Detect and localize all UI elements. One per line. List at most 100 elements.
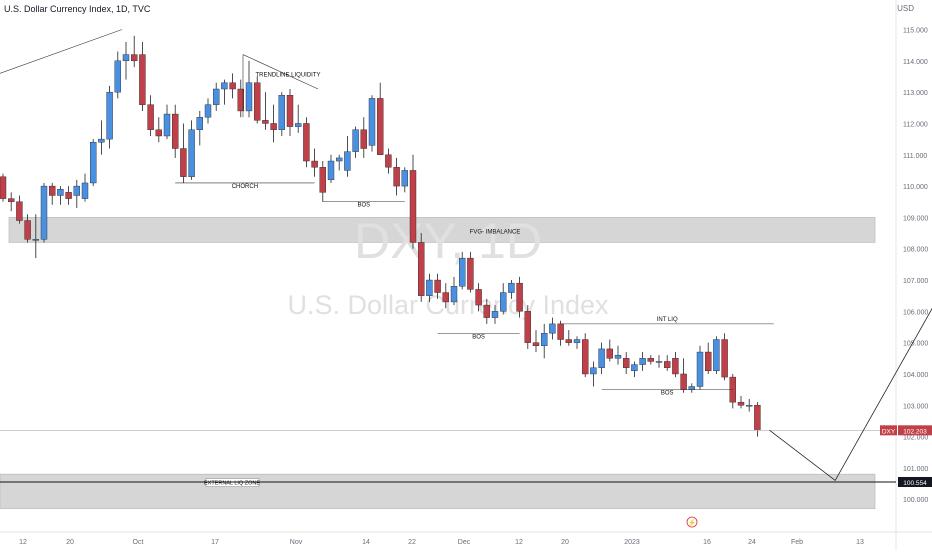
fvg-imbalance-zone bbox=[8, 217, 876, 243]
bull-candle bbox=[212, 88, 220, 105]
bull-candle bbox=[106, 91, 113, 140]
bull-candle bbox=[696, 351, 704, 387]
price-tag-symbol-box bbox=[880, 425, 897, 436]
bull-candle bbox=[352, 129, 359, 152]
event-flag-glyph: ⚡ bbox=[688, 518, 697, 527]
x-tick-label: 16 bbox=[703, 539, 711, 546]
x-tick-label: Feb bbox=[791, 539, 803, 546]
bull-candle bbox=[541, 333, 548, 346]
price-tag-value: 102.203 bbox=[903, 428, 927, 435]
x-tick-label: 17 bbox=[211, 539, 219, 546]
x-tick-label: Nov bbox=[290, 539, 303, 546]
bear-candle bbox=[737, 401, 745, 406]
bear-candle bbox=[237, 88, 245, 112]
bear-candle bbox=[377, 98, 384, 155]
bull-candle bbox=[98, 138, 105, 143]
bull-candle bbox=[221, 82, 228, 90]
x-tick-label: Oct bbox=[133, 539, 144, 546]
bear-candle bbox=[270, 123, 277, 130]
x-tick-label: 2023 bbox=[624, 539, 640, 546]
bull-candle bbox=[344, 151, 351, 171]
bear-candle bbox=[483, 304, 490, 318]
bear-candle bbox=[180, 148, 187, 177]
structure-label: BOS bbox=[661, 391, 674, 397]
bull-candle bbox=[73, 185, 81, 196]
bull-candle bbox=[368, 98, 376, 146]
bear-candle bbox=[155, 129, 163, 137]
bull-candle bbox=[204, 104, 212, 118]
y-tick-label: 114.000 bbox=[903, 59, 928, 66]
bear-candle bbox=[672, 358, 679, 375]
event-flag-icon bbox=[686, 516, 698, 528]
x-tick-label: 20 bbox=[561, 539, 569, 546]
bull-candle bbox=[196, 116, 204, 130]
price-tag-value-box bbox=[898, 425, 932, 436]
structure-label: CHORCH bbox=[232, 184, 258, 190]
trendline-upper bbox=[0, 29, 123, 74]
y-tick-label: 110.000 bbox=[903, 184, 928, 191]
bull-candle bbox=[32, 239, 39, 241]
x-tick-label: 13 bbox=[856, 539, 864, 546]
y-tick-label: 113.000 bbox=[903, 90, 928, 97]
bear-candle bbox=[286, 95, 294, 127]
bull-candle bbox=[590, 367, 597, 375]
bull-candle bbox=[81, 182, 89, 199]
bull-candle bbox=[573, 339, 581, 343]
bear-candle bbox=[16, 201, 23, 221]
y-tick-label: 107.000 bbox=[903, 278, 928, 285]
bear-candle bbox=[253, 82, 261, 121]
bear-candle bbox=[623, 358, 630, 368]
trendline-liquidity bbox=[242, 54, 319, 90]
bull-candle bbox=[327, 160, 335, 181]
price-tag-symbol: DXY bbox=[882, 428, 896, 435]
x-tick-label: 20 bbox=[66, 539, 74, 546]
y-tick-label: 103.000 bbox=[903, 403, 928, 410]
bear-candle bbox=[606, 348, 613, 359]
symbol-title: U.S. Dollar Currency Index, 1D, TVC bbox=[4, 4, 151, 14]
external-liq-zone bbox=[0, 473, 876, 509]
y-tick-label: 100.000 bbox=[903, 497, 928, 504]
liquidity-price-tag: 100.554 bbox=[903, 480, 927, 487]
bear-candle bbox=[262, 120, 269, 124]
bull-candle bbox=[598, 348, 605, 368]
y-tick-label: 101.000 bbox=[903, 466, 928, 473]
bull-candle bbox=[245, 82, 253, 112]
structure-label: BOS bbox=[472, 334, 485, 340]
bull-candle bbox=[188, 129, 195, 177]
bull-candle bbox=[631, 364, 638, 372]
bear-candle bbox=[680, 373, 687, 390]
bull-candle bbox=[163, 113, 171, 137]
y-tick-label: 111.000 bbox=[903, 153, 927, 160]
bear-candle bbox=[319, 167, 326, 193]
x-tick-label: 24 bbox=[748, 539, 756, 546]
y-tick-label: 106.000 bbox=[903, 309, 928, 316]
external-liq-label-box bbox=[205, 478, 260, 487]
y-tick-label: 104.000 bbox=[903, 372, 928, 379]
bear-candle bbox=[754, 405, 761, 431]
y-tick-label: 105.000 bbox=[903, 341, 928, 348]
bear-candle bbox=[532, 342, 540, 346]
bear-candle bbox=[147, 104, 154, 130]
bear-candle bbox=[393, 167, 400, 187]
bear-candle bbox=[647, 358, 654, 362]
bull-candle bbox=[426, 279, 433, 296]
bull-candle bbox=[713, 339, 720, 372]
y-tick-label: 108.000 bbox=[903, 247, 928, 254]
bear-candle bbox=[171, 113, 179, 149]
bear-candle bbox=[49, 185, 56, 196]
currency-label: USD bbox=[897, 4, 914, 13]
bull-candle bbox=[500, 292, 507, 312]
watermark-ticker: DXY, 1D bbox=[354, 213, 542, 269]
bull-candle bbox=[114, 60, 122, 93]
bear-candle bbox=[311, 160, 318, 168]
x-tick-label: 12 bbox=[515, 539, 523, 546]
structure-label: INT LIQ bbox=[657, 317, 678, 323]
y-tick-label: 112.000 bbox=[903, 121, 928, 128]
bear-candle bbox=[475, 289, 482, 306]
bear-candle bbox=[7, 198, 15, 202]
bear-candle bbox=[434, 279, 441, 293]
bull-candle bbox=[491, 311, 499, 318]
bear-candle bbox=[409, 170, 417, 243]
